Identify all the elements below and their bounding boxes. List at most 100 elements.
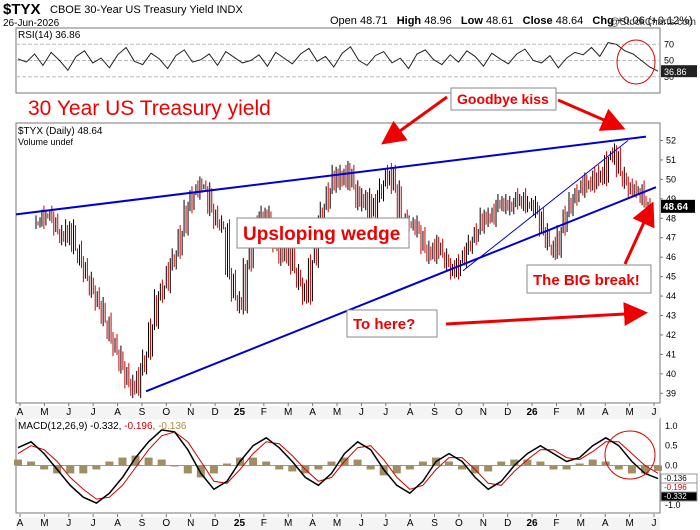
- copyright: @StockCharts.com: [609, 17, 696, 28]
- macd-histogram-bar: [118, 457, 127, 466]
- macd-current-value: -0.332: [664, 492, 687, 501]
- macd-histogram-bar: [40, 465, 49, 470]
- upper-x-label: M: [284, 407, 292, 418]
- macd-tick-label: 0.0: [665, 461, 678, 471]
- lower-x-label: M: [333, 518, 341, 529]
- price-tick-label: 44: [666, 291, 676, 301]
- upper-axis-strip: [16, 406, 660, 419]
- high-value: 48.96: [424, 15, 452, 27]
- macd-histogram-bar: [144, 457, 153, 466]
- lower-x-label: J: [383, 518, 388, 529]
- rsi-line: [17, 42, 659, 72]
- macd-tick-label: -1.0: [665, 500, 681, 510]
- upper-x-label: A: [407, 407, 414, 418]
- lower-x-label: A: [309, 518, 316, 529]
- arrow-to-second-kiss: [557, 98, 626, 131]
- arrow-to-break: [623, 201, 655, 265]
- upper-x-label: S: [431, 407, 438, 418]
- upper-x-label: 26: [527, 407, 539, 418]
- macd-histogram-bar: [549, 465, 558, 470]
- lower-x-label: D: [504, 518, 511, 529]
- lower-x-label: 26: [527, 518, 539, 529]
- macd-histogram-bar: [497, 461, 506, 466]
- rsi-tick-label: 70: [664, 39, 674, 49]
- volume-label: Volume undef: [18, 137, 74, 147]
- macd-histogram-bar: [14, 459, 22, 466]
- lower-x-label: F: [261, 518, 267, 529]
- macd-histogram-bar: [79, 465, 88, 474]
- low-label: Low: [460, 15, 483, 27]
- annotation-big-break: The BIG break!: [533, 272, 640, 289]
- upper-x-label: N: [187, 407, 194, 418]
- macd-histogram-bar: [222, 463, 231, 466]
- arrow-to-target: [445, 302, 648, 326]
- macd-histogram-bar: [288, 465, 297, 472]
- price-tick-label: 51: [666, 155, 676, 165]
- upper-x-label: J: [66, 407, 71, 418]
- macd-current-value: -0.136: [664, 474, 687, 483]
- macd-histogram-bar: [640, 465, 649, 474]
- change-label: Chg: [592, 15, 614, 27]
- macd-line: [17, 429, 659, 504]
- symbol: $TYX: [3, 1, 41, 18]
- macd-histogram-bar: [484, 465, 493, 472]
- macd-current-badge: [660, 491, 698, 502]
- upper-x-label: A: [602, 407, 609, 418]
- rsi-highlight-circle: [616, 39, 656, 85]
- macd-tick-label: 0.5: [665, 441, 678, 451]
- arrow-to-first-kiss: [381, 95, 448, 145]
- upper-x-label: 25: [234, 407, 246, 418]
- high-label: High: [396, 15, 422, 27]
- price-tick-label: 47: [666, 233, 676, 243]
- macd-histogram-bar: [510, 459, 519, 466]
- price-tick-label: 41: [666, 349, 676, 359]
- annotation-box: [346, 309, 438, 338]
- macd-histogram-bar: [353, 459, 362, 466]
- lower-x-label: M: [284, 518, 292, 529]
- annotation-box: [526, 264, 652, 294]
- lower-x-label: M: [40, 518, 48, 529]
- upper-x-label: M: [40, 407, 48, 418]
- upper-x-label: J: [91, 407, 96, 418]
- lower-x-label: 25: [234, 518, 246, 529]
- macd-histogram-bar: [66, 465, 75, 474]
- macd-tick-label: 1.0: [665, 421, 678, 431]
- annotation-box: [236, 217, 410, 249]
- macd-histogram-bar: [366, 465, 375, 470]
- annotation-to-here: To here?: [353, 316, 415, 333]
- price-tick-label: 43: [666, 311, 676, 321]
- close-value: 48.64: [555, 15, 584, 27]
- upper-x-label: M: [625, 407, 633, 418]
- quote-line: Open 48.71 High 48.96 Low 48.61 Close 48…: [330, 15, 693, 27]
- lower-x-label: S: [431, 518, 438, 529]
- price-tick-label: 50: [666, 174, 676, 184]
- macd-histogram-bar: [562, 465, 571, 470]
- upper-x-label: F: [261, 407, 267, 418]
- lower-x-label: D: [211, 518, 218, 529]
- open-label: Open: [330, 15, 357, 27]
- lower-x-label: J: [652, 518, 657, 529]
- macd-histogram-bar: [275, 465, 284, 470]
- macd-histogram-bar: [523, 459, 532, 466]
- macd-histogram-bar: [418, 461, 427, 466]
- low-value: 48.61: [485, 15, 514, 27]
- lower-x-label: O: [455, 518, 463, 529]
- macd-current-value: -0.196: [664, 483, 687, 492]
- upper-x-label: A: [309, 407, 316, 418]
- change-value: +0.06 (+0.12%): [616, 15, 693, 27]
- macd-histogram-bar: [536, 461, 545, 466]
- upper-x-label: F: [553, 407, 559, 418]
- lower-x-label: O: [162, 518, 170, 529]
- rsi-current-badge: [661, 65, 697, 78]
- rsi-tick-label: 50: [664, 56, 674, 66]
- upper-x-label: A: [17, 407, 24, 418]
- macd-histogram-bar: [157, 459, 166, 466]
- lower-x-label: M: [577, 518, 585, 529]
- macd-histogram-bar: [209, 465, 218, 474]
- price-tick-label: 40: [666, 369, 676, 379]
- lower-x-label: A: [114, 518, 121, 529]
- upper-x-label: O: [162, 407, 170, 418]
- upper-x-label: D: [504, 407, 511, 418]
- upper-x-label: M: [333, 407, 341, 418]
- macd-histogram-bar: [105, 461, 114, 466]
